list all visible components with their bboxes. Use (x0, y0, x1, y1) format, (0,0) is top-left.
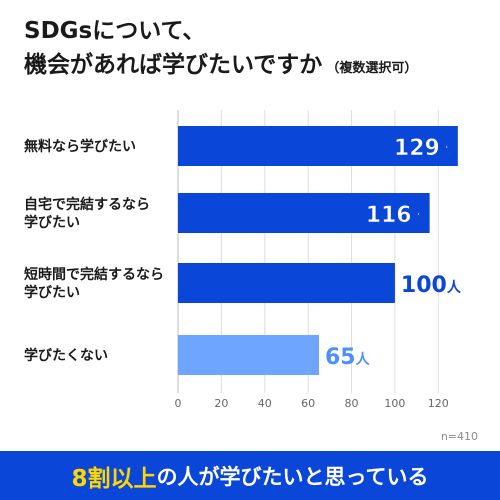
category-label: 学びたい (24, 284, 80, 301)
category-label: 短時間で完結するなら (24, 266, 164, 283)
x-tick-label: 20 (214, 397, 228, 410)
x-tick-label: 80 (345, 397, 359, 410)
category-label: 学びたくない (24, 347, 108, 364)
value-label: 100人 (401, 273, 462, 298)
value-label: 129人 (394, 136, 455, 161)
title-line-2: 機会があれば学びたいですか （複数選択可） (24, 48, 417, 86)
banner-text: の人が学びたいと思っている (156, 464, 429, 489)
x-tick-label: 0 (175, 397, 182, 410)
bar (178, 193, 430, 233)
bar-chart: 0 20 40 60 80 100 120 無料なら学びたい 129人自宅で完結するなら学びたい… (24, 110, 462, 410)
x-tick-label: 100 (384, 397, 405, 410)
value-label: 65人 (325, 345, 371, 370)
sample-size-note: n=410 (440, 430, 478, 443)
value-label: 116人 (366, 203, 427, 228)
bar (178, 335, 319, 375)
category-label: 学びたい (24, 214, 80, 231)
title-line-2-text: 機会があれば学びたいですか (24, 52, 323, 78)
bar (178, 263, 395, 303)
category-label: 自宅で完結するなら (24, 196, 150, 213)
title-suffix: （複数選択可） (326, 61, 418, 76)
bar (178, 126, 458, 166)
title-line-1: SDGsについて、 (24, 18, 206, 44)
category-label: 無料なら学びたい (24, 138, 136, 155)
x-tick-label: 120 (428, 397, 449, 410)
conclusion-banner: 8割以上 の人が学びたいと思っている (0, 451, 500, 500)
x-tick-label: 60 (301, 397, 315, 410)
banner-highlight: 8割以上 (71, 465, 157, 492)
x-tick-label: 40 (258, 397, 272, 410)
chart-title: SDGsについて、 機会があれば学びたいですか （複数選択可） (24, 14, 417, 86)
